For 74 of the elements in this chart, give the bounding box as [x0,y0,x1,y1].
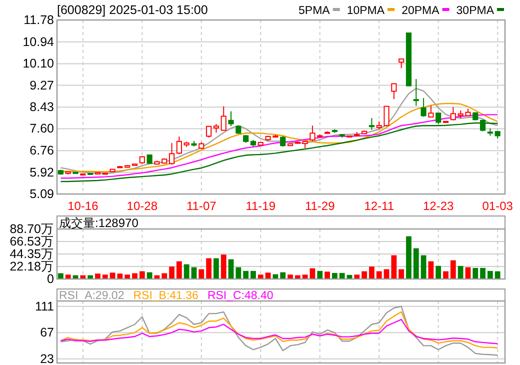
chart-title: 成交量:128970 [59,216,139,230]
bar [176,261,182,280]
bar [220,254,226,280]
bar [487,270,493,280]
candlestick [436,112,442,125]
candlestick [428,105,434,118]
x-tick-label: 12-11 [364,199,394,213]
bar [206,258,212,280]
y-tick-label: 5.92 [30,165,54,180]
candlestick [368,118,375,130]
candlestick [420,98,426,118]
candlestick [220,106,226,131]
y-tick-label: 9.27 [30,78,54,92]
bar [317,270,323,280]
candlestick [480,119,486,132]
y-tick-label: 11.78 [24,13,54,27]
bar [324,272,330,280]
y-tick-label: 67 [40,326,54,340]
bar [243,270,249,280]
y-tick-label: 10.10 [22,56,54,71]
x-tick-label: 11-07 [186,199,217,213]
bar [480,268,486,280]
bar [450,260,456,280]
x-tick-label: 12-23 [423,199,454,213]
legend-label: 10PMA [346,5,385,17]
legend-label: 30PMA [456,5,494,17]
bar [250,270,256,280]
x-tick-label: 10-28 [126,199,158,213]
y-tick-label: 66.53万 [10,234,54,248]
bar [198,269,204,280]
x-tick-label: 10-16 [68,199,99,213]
y-tick-label: 22.18万 [10,259,54,274]
candlestick [206,126,212,138]
y-tick-label: 111 [34,299,54,314]
y-tick-label: 0 [47,272,54,286]
chart-title: [600829] 2025-01-03 15:00 [57,3,208,17]
x-tick-label: 11-19 [246,199,276,213]
candlestick [413,78,419,106]
candlestick [391,83,397,100]
x-tick-label: 01-03 [482,199,514,213]
bar [184,264,190,280]
bar [391,255,397,280]
candlestick [168,142,175,166]
bar [436,266,442,280]
bar [236,267,242,280]
bar [162,273,168,280]
y-tick-label: 88.70万 [10,222,54,236]
y-tick-label: 10.94 [22,34,54,49]
bar [472,268,478,280]
bar [58,273,64,280]
bar [494,271,500,280]
legend-label: 5PMA [298,5,330,17]
candlestick [228,110,234,127]
bar [169,266,174,280]
bar [413,248,419,280]
y-tick-label: 44.35万 [10,247,54,261]
bar [458,266,464,280]
bar [369,266,374,280]
bar [132,273,138,280]
candlestick [176,136,182,155]
bar [398,269,404,280]
y-tick-label: 5.09 [30,187,54,201]
y-tick-label: 23 [40,352,54,365]
y-tick-label: 6.76 [30,144,54,158]
bar [406,236,412,280]
legend-label: 20PMA [402,5,440,17]
bar [214,258,219,280]
candlestick [280,136,286,148]
legend: RSI_A:29.02 RSI_B:41.36 RSI_C:48.40 [59,290,274,302]
candlestick [450,106,456,121]
candlestick [398,58,404,69]
x-tick-label: 11-29 [304,199,336,213]
y-tick-label: 7.60 [30,122,54,136]
y-tick-label: 8.43 [30,100,54,114]
